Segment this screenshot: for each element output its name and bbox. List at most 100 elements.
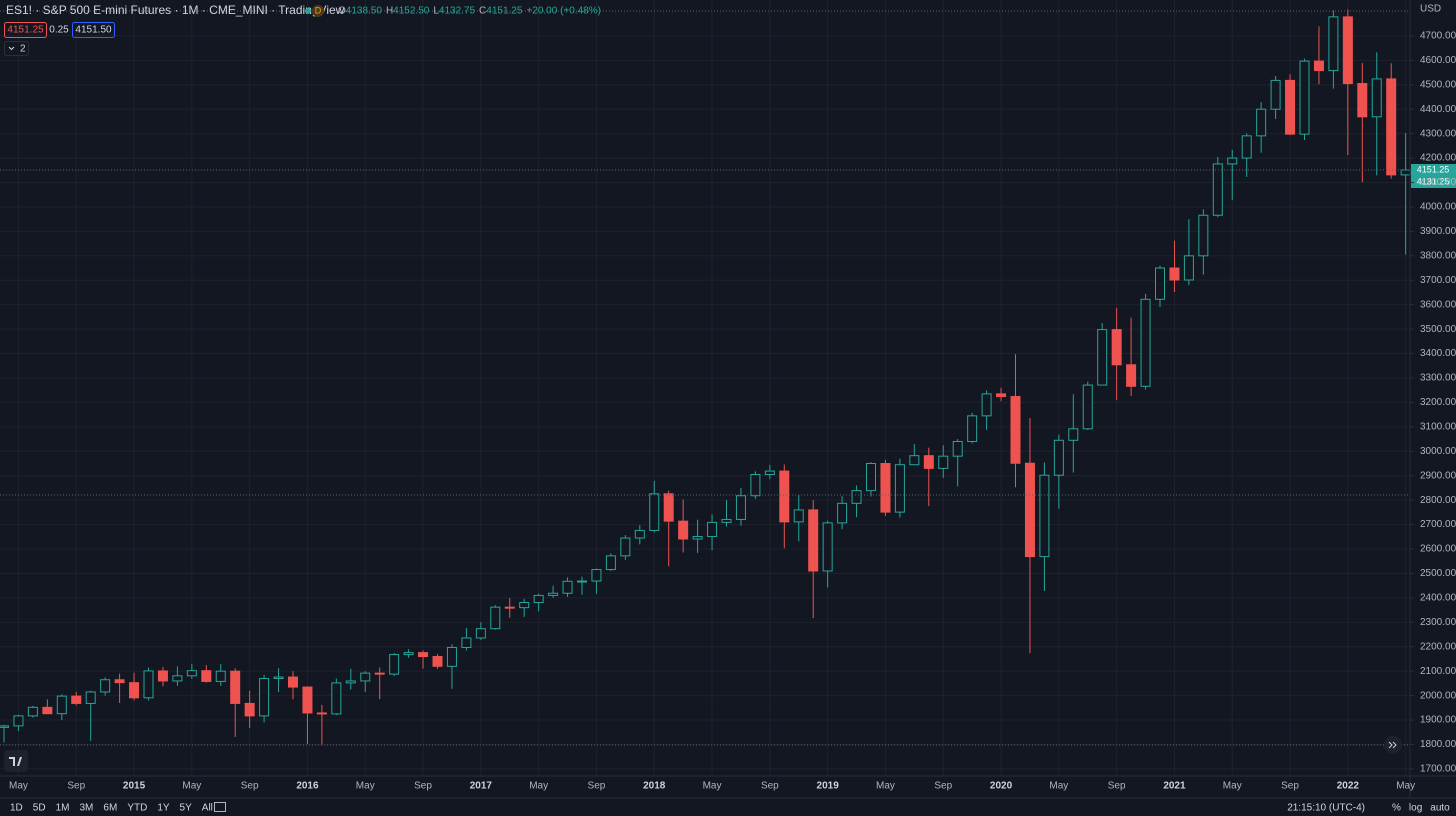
candle-body [1328,16,1339,72]
candle-body [360,672,371,682]
scroll-button[interactable] [1384,736,1402,754]
candle-body [42,706,53,715]
ohlc-key: C [479,6,486,17]
y-tick-label: 2000.00 [1420,690,1456,701]
spread: 0.25 [49,25,69,36]
logo-mark [9,757,22,766]
y-tick-label: 2200.00 [1420,641,1456,652]
candle-body [605,555,616,571]
range-button[interactable]: 1Y [157,803,170,814]
logo[interactable] [4,750,28,772]
x-tick-label: 2022 [1337,781,1360,792]
range-button[interactable]: All [202,803,213,814]
range-button[interactable]: 1D [10,803,23,814]
candle-body [1386,78,1397,176]
range-button[interactable]: 1M [56,803,70,814]
scale-option[interactable]: auto [1430,803,1450,814]
candle-body [1241,135,1252,159]
x-tick-label: 2020 [990,781,1013,792]
scale-option[interactable]: % [1392,803,1401,814]
candle-body [1140,298,1151,387]
indicator-count: 2 [20,44,26,55]
candle-body [750,473,761,497]
date-range-icon[interactable] [214,802,226,812]
x-tick-label: Sep [1281,781,1299,792]
candle-body [446,646,457,667]
symbol-title[interactable]: ES1! · S&P 500 E-mini Futures · 1M · CME… [6,3,345,17]
candle-body [1285,79,1296,135]
range-button[interactable]: 5D [33,803,46,814]
candle-body [548,592,559,596]
ohlc-value: 4151.25 [486,6,523,17]
open-price-label: 4131.25 [1417,176,1450,186]
x-tick-label: 2018 [643,781,666,792]
y-tick-label: 2700.00 [1420,519,1456,530]
y-tick-label: 2300.00 [1420,617,1456,628]
candle-body [1024,462,1035,558]
range-button[interactable]: 3M [80,803,94,814]
y-tick-label: 3500.00 [1420,324,1456,335]
x-tick-label: Sep [761,781,779,792]
scale-option[interactable]: log [1409,803,1422,814]
y-tick-label: 2100.00 [1420,666,1456,677]
candle-body [259,678,270,717]
candle-body [316,712,327,715]
candle-body [894,464,905,513]
x-tick-label: May [1223,781,1242,792]
y-tick-label: 3700.00 [1420,275,1456,286]
candle-body [1299,60,1310,135]
ohlc-legend: O 4138.50 H 4152.50 L 4132.75 C 4151.25 +20.00 (… [338,6,601,17]
range-button[interactable]: 5Y [180,803,193,814]
candle-body [13,715,24,727]
bid-box[interactable] [4,22,47,38]
candle-body [1097,329,1108,386]
ohlc-value: 4152.50 [393,6,430,17]
candle-body [244,702,255,717]
x-tick-label: Sep [241,781,259,792]
candle-body [707,521,718,538]
x-tick-label: May [529,781,548,792]
y-tick-label: 3800.00 [1420,250,1456,261]
last-price-box [1411,163,1456,188]
chevron [8,46,15,51]
y-tick-label: 3100.00 [1420,421,1456,432]
x-tick-label: Sep [1108,781,1126,792]
candle-body [837,502,848,524]
candle-body [1212,163,1223,216]
candle-body [114,679,125,684]
candle-body [923,455,934,469]
y-tick-label: 1800.00 [1420,739,1456,750]
candle-body [880,462,891,513]
candle-body [620,537,631,557]
candle-body [1169,267,1180,281]
indicators-toggle[interactable] [4,41,29,56]
candle-body [764,470,775,475]
candle-body [0,725,9,728]
y-tick-label: 4100.00 [1420,177,1456,188]
candle-body [793,509,804,523]
y-tick-label: 1700.00 [1420,764,1456,775]
grid [0,0,1410,776]
candle-body [692,536,703,540]
x-tick-label: 2019 [817,781,840,792]
candle-body [1227,157,1238,165]
range-button[interactable]: YTD [127,803,147,814]
candle-body [157,670,168,682]
candle-body [851,490,862,504]
candle-body [389,654,400,675]
candle-body [808,509,819,572]
candle-body [1039,474,1050,558]
candle-body [186,670,197,677]
candle-body [909,455,920,466]
range-button[interactable]: 6M [103,803,117,814]
x-tick-label: 2015 [123,781,146,792]
candle-body [1010,396,1021,464]
ohlc-key: H [386,6,393,17]
candle-body [374,672,385,675]
x-tick-label: 2021 [1163,781,1186,792]
candle-body [1342,16,1353,85]
candle-body [519,602,530,609]
candle-body [1198,214,1209,257]
ask-box[interactable] [72,22,115,38]
